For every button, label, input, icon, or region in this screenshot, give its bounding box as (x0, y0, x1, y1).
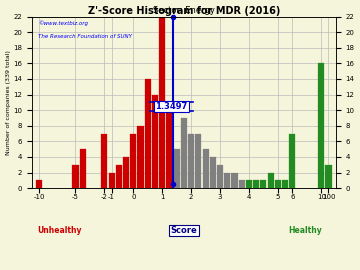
Bar (239, 180, 245, 188)
Bar (181, 118, 187, 188)
Bar (195, 134, 202, 188)
Bar (267, 173, 274, 188)
Bar (231, 173, 238, 188)
Text: Score: Score (171, 226, 197, 235)
Bar (275, 180, 281, 188)
Bar (325, 165, 332, 188)
Bar (108, 173, 115, 188)
Bar (80, 149, 86, 188)
Y-axis label: Number of companies (339 total): Number of companies (339 total) (5, 50, 10, 155)
Bar (188, 134, 194, 188)
Text: 1.3497: 1.3497 (156, 102, 188, 111)
Bar (289, 134, 296, 188)
Bar (36, 180, 42, 188)
Bar (217, 165, 223, 188)
Bar (145, 79, 151, 188)
Bar (130, 134, 136, 188)
Title: Z'-Score Histogram for MDR (2016): Z'-Score Histogram for MDR (2016) (88, 6, 280, 16)
Bar (203, 149, 209, 188)
Bar (260, 180, 266, 188)
Bar (282, 180, 288, 188)
Bar (318, 63, 324, 188)
Text: ©www.textbiz.org: ©www.textbiz.org (38, 20, 88, 26)
Text: Healthy: Healthy (288, 226, 322, 235)
Bar (210, 157, 216, 188)
Bar (174, 149, 180, 188)
Bar (101, 134, 107, 188)
Bar (116, 165, 122, 188)
Bar (166, 102, 172, 188)
Bar (246, 180, 252, 188)
Bar (152, 94, 158, 188)
Bar (123, 157, 129, 188)
Text: The Research Foundation of SUNY: The Research Foundation of SUNY (38, 34, 132, 39)
Bar (72, 165, 78, 188)
Bar (253, 180, 259, 188)
Bar (224, 173, 230, 188)
Text: Unhealthy: Unhealthy (37, 226, 82, 235)
Text: Sector: Energy: Sector: Energy (153, 6, 215, 15)
Bar (138, 126, 144, 188)
Bar (159, 17, 165, 188)
